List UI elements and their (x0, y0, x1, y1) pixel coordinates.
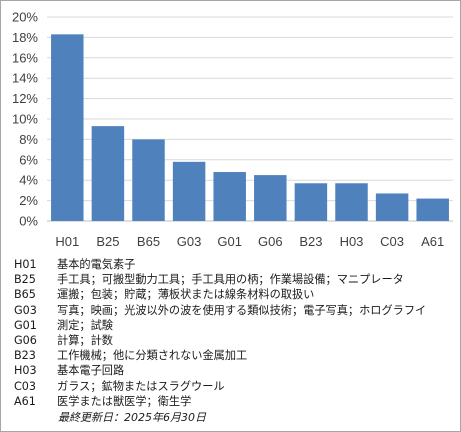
x-axis-tick-labels: H01 B25 B65 G03 G01 G06 B23 H03 C03 A61 (55, 234, 444, 249)
legend-row: B25 手工具；可搬型動力工具；手工具用の柄；作業場設備；マニプレータ (14, 272, 454, 287)
legend-description: 基本的電気素子 (57, 258, 136, 271)
legend-row: H01 基本的電気素子 (14, 257, 454, 272)
legend-row: A61 医学または獣医学；衛生学 (14, 394, 454, 409)
y-axis-tick-labels: 0% 2% 4% 6% 8% 10% 12% 14% 16% 18% 20% (12, 10, 38, 229)
legend-description: 医学または獣医学；衛生学 (57, 394, 192, 408)
y-tick-label: 2% (19, 193, 38, 208)
legend-row: H03 基本電子回路 (14, 363, 454, 378)
bar-h01 (51, 34, 84, 222)
bar-a61 (416, 198, 449, 221)
x-tick-label: H01 (55, 234, 79, 249)
bar-chart: 0% 2% 4% 6% 8% 10% 12% 14% 16% 18% 20% H01 B25 B65 G0… (12, 10, 453, 249)
y-tick-label: 4% (19, 173, 38, 188)
legend-row: B65 運搬；包装；貯蔵；薄板状または線条材料の取扱い (14, 287, 454, 302)
legend-row: G06 計算；計数 (14, 333, 454, 348)
x-tick-label: A61 (421, 234, 444, 249)
bar-g01 (213, 172, 246, 221)
bar-b25 (91, 126, 125, 221)
x-tick-label: B25 (96, 234, 119, 249)
legend-row: C03 ガラス；鉱物またはスラグウール (14, 379, 454, 394)
bar-c03 (375, 193, 409, 221)
legend-code: B25 (14, 273, 36, 287)
legend-description: 写真；映画；光波以外の波を使用する類似技術；電子写真；ホログラフイ (57, 303, 427, 317)
legend-code: B65 (14, 288, 36, 302)
y-tick-label: 10% (12, 112, 38, 127)
y-tick-label: 8% (19, 132, 38, 147)
legend-description: 工作機械；他に分類されない金属加工 (57, 349, 248, 363)
y-tick-label: 6% (19, 152, 38, 167)
legend-row: B23 工作機械；他に分類されない金属加工 (14, 348, 454, 363)
bar-b23 (294, 183, 328, 221)
y-tick-label: 0% (19, 214, 38, 229)
legend-code: G01 (14, 318, 37, 332)
x-tick-label: B65 (137, 234, 160, 249)
x-tick-label: G01 (217, 234, 242, 249)
x-tick-label: C03 (380, 234, 404, 249)
legend-description: 基本電子回路 (57, 364, 125, 378)
bar-g06 (254, 175, 287, 221)
y-tick-label: 16% (12, 50, 38, 65)
legend-code: C03 (14, 379, 37, 393)
legend-code: B23 (14, 349, 36, 363)
legend-description: 運搬；包装；貯蔵；薄板状または線条材料の取扱い (57, 288, 315, 302)
last-updated-note: 最終更新日：2025年6月30日 (58, 411, 206, 424)
legend-code: G03 (14, 303, 37, 317)
code-legend: H01 基本的電気素子 B25 手工具；可搬型動力工具；手工具用の柄；作業場設備；マニ… (14, 257, 454, 409)
legend-description: 測定；試験 (57, 318, 113, 332)
bar-b65 (132, 139, 165, 221)
y-tick-label: 20% (12, 10, 38, 25)
x-tick-label: B23 (299, 234, 322, 249)
legend-code: A61 (14, 394, 36, 408)
bar-h03 (335, 183, 368, 221)
x-tick-label: H03 (340, 234, 364, 249)
bars (51, 34, 449, 222)
legend-description: 手工具；可搬型動力工具；手工具用の柄；作業場設備；マニプレータ (57, 273, 404, 287)
legend-code: H01 (14, 258, 37, 271)
legend-row: G01 測定；試験 (14, 318, 454, 333)
x-tick-label: G03 (177, 234, 202, 249)
legend-code: G06 (14, 333, 37, 347)
y-tick-label: 18% (12, 30, 38, 45)
legend-description: 計算；計数 (57, 333, 113, 347)
legend-code: H03 (14, 364, 37, 378)
y-tick-label: 12% (12, 91, 38, 106)
y-tick-label: 14% (12, 71, 38, 86)
x-tick-label: G06 (258, 234, 283, 249)
legend-description: ガラス；鉱物またはスラグウール (57, 379, 225, 393)
bar-g03 (172, 161, 206, 221)
legend-row: G03 写真；映画；光波以外の波を使用する類似技術；電子写真；ホログラフイ (14, 303, 454, 318)
